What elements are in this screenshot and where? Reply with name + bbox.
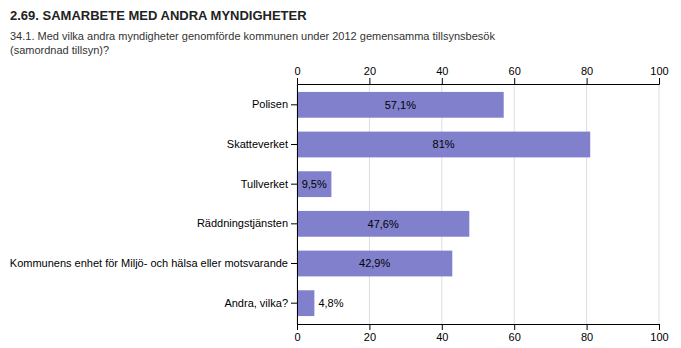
grid-line <box>514 84 515 324</box>
tick-mark <box>587 78 588 84</box>
tick-label: 0 <box>294 331 300 343</box>
tick-label: 20 <box>364 331 376 343</box>
tick-label: 40 <box>436 331 448 343</box>
data-labels: 57,1% 81% 9,5% 47,6% 42,9% 4,8% <box>302 99 455 309</box>
tick-label: Andra, vilka? <box>224 297 288 309</box>
tick: Polisen <box>252 98 297 110</box>
tick-mark <box>442 78 443 84</box>
tick-label: Tullverket <box>241 178 288 190</box>
tick: Räddningstjänsten <box>197 217 297 229</box>
tick-mark <box>291 144 297 145</box>
tick-mark <box>291 223 297 224</box>
title: 2.69. SAMARBETE MED ANDRA MYNDIGHETER <box>10 8 307 23</box>
tick-label: 40 <box>436 65 448 77</box>
tick-label: 0 <box>294 65 300 77</box>
data-label: 81% <box>433 138 455 150</box>
axis-line <box>298 78 660 85</box>
tick-label: 80 <box>581 65 593 77</box>
tick: 0 <box>294 65 300 84</box>
tick-mark <box>369 324 370 330</box>
bar <box>297 92 504 118</box>
tick-label: 80 <box>581 331 593 343</box>
tick-mark <box>369 78 370 84</box>
tick-mark <box>291 104 297 105</box>
tick-mark <box>659 324 660 330</box>
tick: 20 <box>364 65 376 84</box>
bar <box>297 171 331 197</box>
grid-line <box>586 84 587 324</box>
tick-label: Räddningstjänsten <box>197 217 288 229</box>
axis-line <box>298 325 660 331</box>
tick: 60 <box>509 65 521 84</box>
tick-mark <box>297 78 298 84</box>
x-axis-top: 0 20 40 60 80 100 <box>294 65 668 85</box>
tick: Tullverket <box>241 178 297 190</box>
tick-label: Polisen <box>252 98 288 110</box>
y-axis: Polisen Skatteverket Tullverket Räddningstj… <box>10 85 298 325</box>
tick-label: 20 <box>364 65 376 77</box>
tick-label: 100 <box>650 331 668 343</box>
grid-line <box>659 84 660 324</box>
data-label: 47,6% <box>368 218 399 230</box>
tick-mark <box>442 324 443 330</box>
tick: 40 <box>436 324 448 343</box>
tick-label: 60 <box>509 331 521 343</box>
tick-label: Skatteverket <box>227 138 288 150</box>
x-axis-bottom: 0 20 40 60 80 100 <box>294 324 668 343</box>
axis-line <box>297 85 298 325</box>
tick: Kommunens enhet för Miljö- och hälsa ell… <box>10 257 297 269</box>
chart: 2.69. SAMARBETE MED ANDRA MYNDIGHETER 34.… <box>0 0 681 348</box>
tick-mark <box>514 78 515 84</box>
tick: Andra, vilka? <box>224 297 297 309</box>
data-label: 57,1% <box>385 99 416 111</box>
tick: Skatteverket <box>227 138 297 150</box>
tick-mark <box>659 78 660 84</box>
tick: 20 <box>364 324 376 343</box>
tick-mark <box>291 184 297 185</box>
bar <box>297 211 469 237</box>
tick-label: 60 <box>509 65 521 77</box>
tick-mark <box>291 303 297 304</box>
data-label: 4,8% <box>318 297 343 309</box>
grid-line <box>441 84 442 324</box>
bars <box>297 92 590 316</box>
tick-label: 100 <box>650 65 668 77</box>
bar <box>297 132 590 158</box>
tick-mark <box>297 324 298 330</box>
bar <box>297 251 452 277</box>
tick-mark <box>587 324 588 330</box>
data-label: 42,9% <box>359 257 390 269</box>
tick: 40 <box>436 65 448 84</box>
tick-mark <box>514 324 515 330</box>
tick: 100 <box>650 65 668 84</box>
grid-line <box>369 84 370 324</box>
grid-line <box>297 84 298 324</box>
grid <box>297 84 659 324</box>
tick: 80 <box>581 324 593 343</box>
tick: 100 <box>650 324 668 343</box>
subtitle: 34.1. Med vilka andra myndigheter genomf… <box>10 30 495 56</box>
tick-label: Kommunens enhet för Miljö- och hälsa ell… <box>10 257 288 269</box>
tick-mark <box>291 263 297 264</box>
data-label: 9,5% <box>302 178 327 190</box>
tick: 0 <box>294 324 300 343</box>
tick: 80 <box>581 65 593 84</box>
bar <box>297 290 314 316</box>
tick: 60 <box>509 324 521 343</box>
